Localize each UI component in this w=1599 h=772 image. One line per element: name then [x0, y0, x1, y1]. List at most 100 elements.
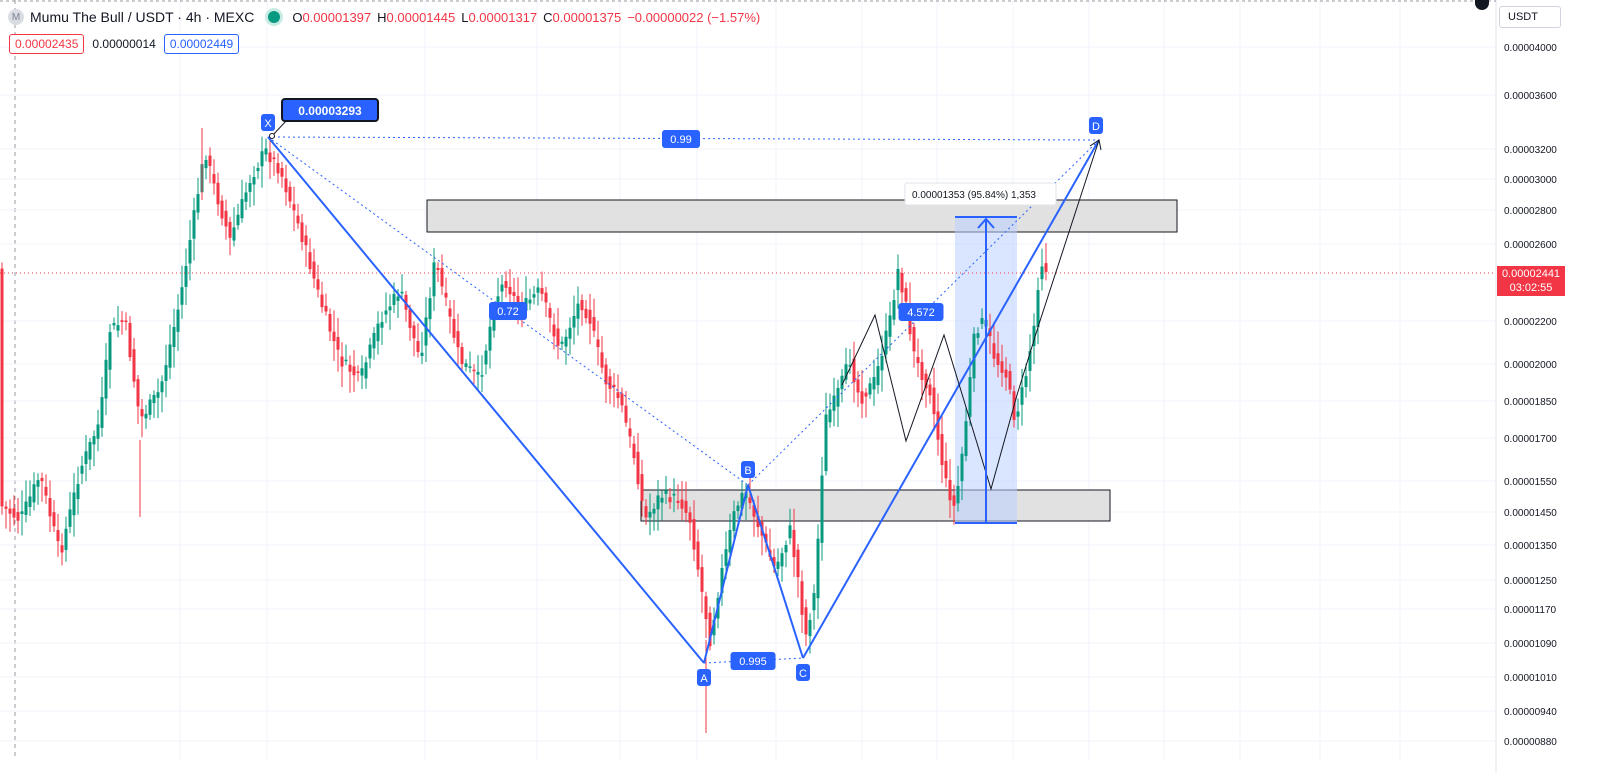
candle-body	[484, 350, 488, 365]
point-label-c-box	[796, 664, 810, 681]
price-axis-label: 0.00003600	[1504, 91, 1557, 102]
candle-body	[64, 528, 68, 550]
candle-body	[868, 383, 872, 395]
candle-body	[8, 508, 12, 514]
candle-body	[176, 309, 180, 332]
candle-body	[292, 204, 296, 211]
candle-body	[612, 384, 616, 388]
bid-button[interactable]: 0.00002435	[9, 34, 85, 54]
candle-body	[212, 174, 216, 184]
ask-button[interactable]: 0.00002449	[163, 34, 240, 54]
candle-body	[356, 371, 360, 373]
candle-body	[924, 373, 928, 389]
candle-body	[124, 320, 128, 323]
ratio-label-ac-box	[730, 652, 776, 670]
candle-body	[656, 495, 660, 510]
candle-body	[588, 309, 592, 324]
candle-body	[736, 505, 740, 512]
candle-body	[628, 428, 632, 437]
point-label-x-box	[261, 114, 275, 131]
price-axis-label: 0.00001700	[1504, 434, 1557, 445]
callout-anchor	[269, 133, 275, 139]
price-axis-label: 0.00001850	[1504, 397, 1557, 408]
candle-body	[632, 443, 636, 459]
candle-body	[68, 509, 72, 527]
candle-body	[472, 369, 476, 372]
candle-body	[704, 596, 708, 620]
candle-body	[512, 292, 516, 296]
candle-body	[576, 303, 580, 319]
ratio-label-xab-box	[489, 302, 527, 320]
candle-body	[560, 341, 564, 344]
candle-body	[316, 279, 320, 290]
candle-body	[740, 493, 744, 509]
candle-body	[1004, 369, 1008, 378]
candle-body	[224, 210, 228, 227]
candle-body	[828, 409, 832, 423]
candle-body	[848, 365, 852, 367]
candle-body	[216, 182, 220, 205]
ratio-line-ac	[703, 657, 804, 664]
current-price-value: 0.00002441	[1501, 268, 1561, 280]
high-value: 0.00001445	[386, 9, 456, 25]
candle-body	[784, 544, 788, 553]
alarm-clock-icon[interactable]	[1475, 0, 1489, 10]
candle-body	[700, 567, 704, 592]
measure-label: 0.00001353 (95.84%) 1,353	[912, 190, 1036, 201]
candle-body	[112, 323, 116, 326]
candle-body	[556, 328, 560, 346]
candle-body	[548, 308, 552, 318]
candle-body	[420, 352, 424, 356]
candle-body	[188, 240, 192, 264]
candle-body	[892, 300, 896, 320]
candle-body	[480, 375, 484, 377]
candle-body	[708, 612, 712, 647]
candle-body	[24, 501, 28, 515]
candle-body	[604, 364, 608, 385]
candle-body	[952, 495, 956, 506]
candle-body	[904, 288, 908, 302]
candle-body	[812, 593, 816, 611]
candle-body	[412, 325, 416, 339]
ratio-label-bcd-box	[898, 303, 944, 321]
candle-body	[876, 366, 880, 386]
candle-body	[100, 397, 104, 428]
candle-body	[444, 292, 448, 298]
candle-body	[276, 163, 280, 174]
candle-body	[912, 327, 916, 352]
symbol-title[interactable]: Mumu The Bull / USDT · 4h · MEXC	[30, 9, 255, 25]
candle-body	[968, 377, 972, 417]
price-axis-label: 0.00001550	[1504, 477, 1557, 488]
price-axis-label: 0.00003200	[1504, 145, 1557, 156]
candle-body	[948, 479, 952, 501]
price-axis-label: 0.00001010	[1504, 673, 1557, 684]
candle-body	[296, 215, 300, 224]
market-open-icon	[268, 11, 281, 23]
candle-body	[840, 375, 844, 390]
price-axis-label: 0.00002800	[1504, 206, 1557, 217]
candle-body	[364, 362, 368, 379]
candle-body	[192, 210, 196, 239]
currency-selector[interactable]: USDT	[1499, 6, 1561, 28]
candle-body	[372, 332, 376, 349]
candle-body	[732, 511, 736, 531]
candle-body	[864, 392, 868, 397]
candle-body	[128, 323, 132, 358]
candle-body	[584, 308, 588, 319]
candle-body	[540, 288, 544, 294]
candle-body	[636, 451, 640, 485]
candle-body	[976, 333, 980, 338]
measure-arrow-head	[977, 217, 995, 229]
candle-body	[436, 267, 440, 270]
candle-body	[152, 394, 156, 404]
candle-body	[48, 498, 52, 517]
candle-body	[44, 486, 48, 496]
candle-body	[424, 317, 428, 346]
candle-body	[328, 313, 332, 332]
candle-body	[792, 529, 796, 558]
point-label-d: D	[1092, 121, 1100, 133]
candle-body	[640, 474, 644, 501]
candle-body	[304, 235, 308, 246]
